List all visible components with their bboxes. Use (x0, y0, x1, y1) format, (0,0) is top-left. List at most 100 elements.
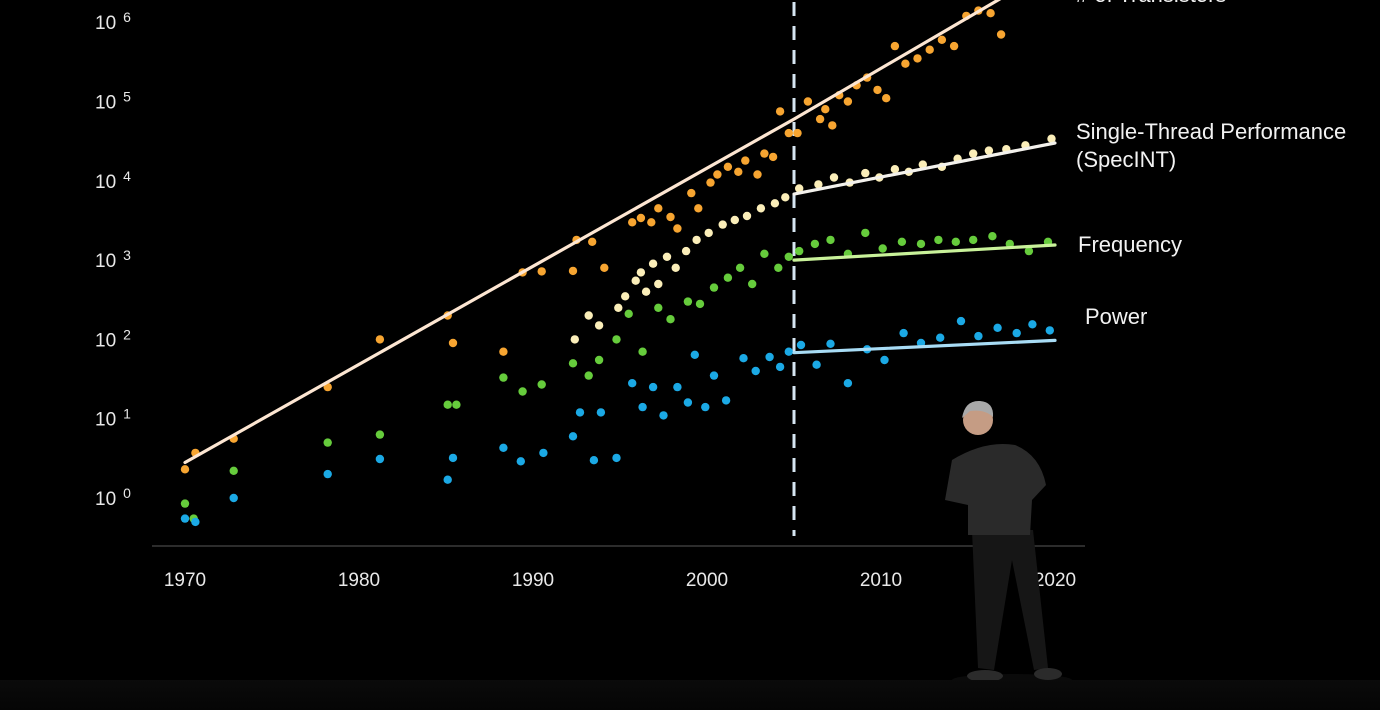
data-point-1 (861, 168, 870, 178)
data-point-0 (588, 237, 597, 246)
data-point-2 (666, 315, 675, 324)
data-point-3 (612, 453, 621, 463)
data-point-2 (1024, 246, 1034, 256)
data-point-2 (748, 279, 757, 289)
data-point-0 (666, 212, 675, 222)
data-point-3 (443, 475, 452, 484)
data-point-0 (537, 267, 546, 276)
data-point-3 (575, 408, 585, 417)
data-point-1 (681, 246, 691, 256)
data-point-2 (988, 232, 997, 241)
data-point-1 (631, 276, 640, 285)
data-point-3 (191, 517, 200, 527)
data-point-0 (821, 105, 830, 114)
data-point-3 (993, 323, 1002, 332)
data-point-1 (770, 199, 780, 208)
data-point-2 (375, 430, 385, 439)
data-point-3 (956, 316, 966, 326)
data-point-2 (735, 263, 745, 272)
data-point-3 (880, 355, 889, 365)
data-point-2 (709, 283, 719, 292)
x-tick-label: 1970 (164, 570, 206, 591)
data-point-3 (812, 360, 821, 369)
trend-line-2 (792, 243, 1057, 262)
data-point-0 (901, 59, 910, 68)
data-point-0 (890, 41, 900, 51)
data-point-1 (704, 228, 713, 238)
data-point-2 (229, 466, 238, 475)
data-point-3 (323, 469, 332, 479)
y-tick-label: 10 5 (95, 89, 131, 114)
data-point-1 (730, 215, 739, 225)
data-point-3 (1012, 328, 1021, 338)
data-point-3 (229, 493, 238, 503)
data-point-0 (694, 204, 703, 213)
data-point-2 (594, 355, 604, 365)
data-point-1 (795, 184, 804, 193)
data-point-0 (499, 347, 508, 356)
data-point-1 (654, 279, 663, 289)
data-point-1 (742, 211, 752, 221)
data-point-2 (795, 246, 804, 256)
y-tick-base: 10 (95, 93, 116, 114)
data-point-2 (612, 335, 621, 344)
data-point-0 (803, 97, 813, 106)
label-single-thread: Single-Thread Performance (1076, 119, 1346, 144)
data-point-0 (843, 97, 853, 106)
data-point-3 (180, 514, 190, 523)
data-point-2 (180, 499, 190, 508)
presenter-shoe-left (967, 670, 1003, 682)
data-point-3 (974, 331, 983, 341)
series-labels-group: # of Transistors Single-Thread Performanc… (1076, 0, 1346, 329)
data-point-3 (628, 379, 637, 388)
data-point-2 (537, 380, 546, 389)
y-tick-exponent: 1 (123, 406, 131, 422)
data-point-1 (648, 259, 658, 268)
data-point-3 (516, 457, 525, 466)
data-point-1 (594, 321, 604, 330)
presenter-legs (972, 530, 1048, 670)
trend-line-0 (183, 0, 1002, 465)
data-point-0 (375, 335, 385, 344)
presenter-jacket (945, 444, 1046, 535)
data-point-3 (775, 362, 785, 372)
data-point-0 (873, 85, 882, 95)
data-point-3 (739, 354, 748, 363)
x-tick-label: 2000 (686, 570, 728, 591)
data-point-0 (996, 30, 1006, 39)
presenter-shoe-right (1034, 668, 1062, 680)
data-point-3 (690, 350, 699, 359)
data-point-2 (760, 249, 769, 258)
data-point-2 (861, 228, 870, 238)
data-point-1 (671, 263, 680, 272)
data-point-1 (814, 180, 823, 189)
y-tick-exponent: 2 (123, 326, 131, 342)
data-point-0 (768, 152, 778, 162)
data-point-1 (890, 165, 900, 174)
data-point-2 (654, 303, 663, 312)
data-point-0 (180, 465, 190, 474)
data-point-2 (969, 235, 978, 245)
data-point-2 (518, 387, 527, 396)
data-point-1 (662, 252, 672, 261)
y-tick-base: 10 (95, 172, 116, 193)
data-point-0 (687, 188, 696, 198)
x-tick-label: 1980 (338, 570, 380, 591)
data-point-2 (878, 244, 887, 253)
data-point-2 (584, 371, 593, 380)
y-tick-label: 10 4 (95, 168, 131, 193)
data-point-0 (636, 213, 646, 223)
data-point-3 (499, 443, 508, 452)
data-point-0 (741, 156, 750, 165)
y-tick-label: 10 6 (95, 9, 131, 34)
data-point-0 (793, 128, 802, 138)
data-point-0 (753, 170, 762, 179)
data-point-0 (713, 170, 722, 179)
data-point-3 (673, 382, 682, 392)
data-point-3 (899, 328, 908, 338)
points-group (180, 6, 1056, 527)
data-point-1 (984, 146, 994, 155)
data-point-2 (323, 438, 332, 447)
data-point-3 (721, 396, 731, 405)
